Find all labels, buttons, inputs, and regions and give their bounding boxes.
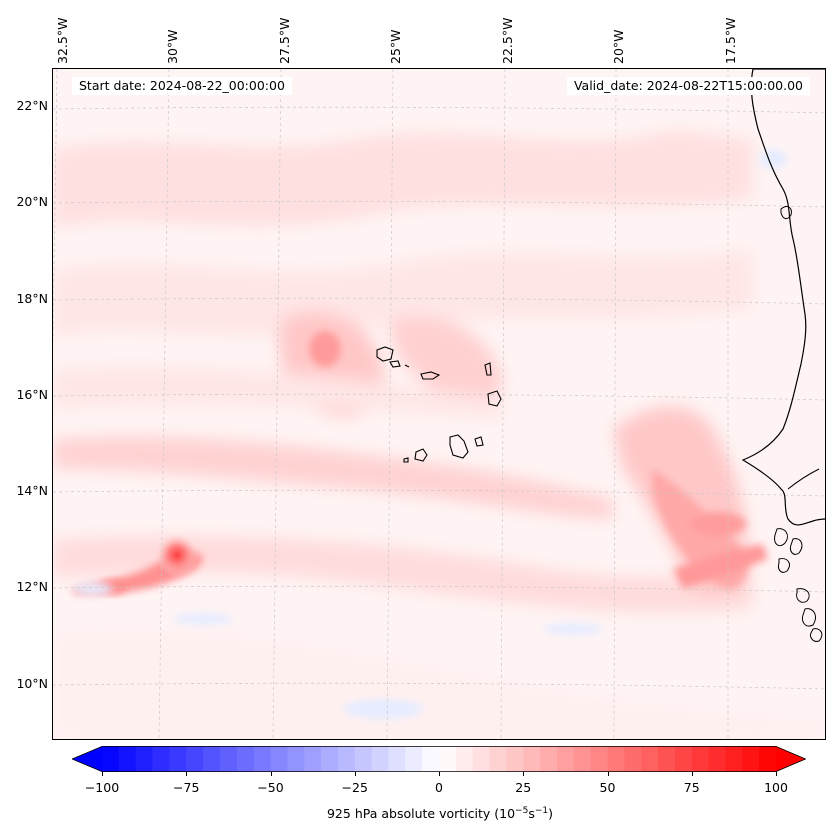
colorbar-cell xyxy=(405,746,423,772)
colorbar-cell xyxy=(102,746,120,772)
colorbar-tickmark xyxy=(776,772,777,776)
colorbar-tick-label: 0 xyxy=(435,780,443,795)
colorbar-cell xyxy=(759,746,777,772)
colorbar-cell xyxy=(321,746,339,772)
colorbar-cell xyxy=(388,746,406,772)
colorbar-tick-label: 50 xyxy=(599,780,616,795)
colorbar-cell xyxy=(236,746,255,772)
colorbar-cell xyxy=(455,746,474,772)
lat-label-18n: 18°N xyxy=(16,291,48,306)
colorbar-cell xyxy=(337,746,356,772)
map-canvas xyxy=(53,69,825,739)
colorbar-outline xyxy=(72,746,806,772)
colorbar-tick-label: 25 xyxy=(515,780,532,795)
colorbar-cell xyxy=(489,746,507,772)
colorbar-cell xyxy=(203,746,221,772)
colorbar-cell xyxy=(152,746,170,772)
colorbar-tickmark xyxy=(523,772,525,776)
lon-label-30w: 30°W xyxy=(165,29,180,64)
lon-label-17.5w: 17.5°W xyxy=(723,17,738,64)
colorbar-cell xyxy=(556,746,575,772)
lat-label-14n: 14°N xyxy=(16,483,48,498)
colorbar-tickmark xyxy=(354,772,356,776)
lon-label-32.5w: 32.5°W xyxy=(55,17,70,64)
colorbar-max-arrow xyxy=(776,746,806,772)
colorbar-cell xyxy=(658,746,676,772)
lat-label-10n: 10°N xyxy=(16,676,48,691)
colorbar-cell xyxy=(253,746,271,772)
colorbar-cell xyxy=(674,746,693,772)
lon-label-22.5w: 22.5°W xyxy=(500,17,515,64)
lat-label-12n: 12°N xyxy=(16,579,48,594)
colorbar-cell xyxy=(725,746,743,772)
colorbar-cell xyxy=(219,746,238,772)
colorbar-tickmark xyxy=(607,772,609,776)
colorbar-tick-label: −75 xyxy=(173,780,200,795)
colorbar-tickmark xyxy=(691,772,693,776)
colorbar-tick-label: 100 xyxy=(764,780,788,795)
colorbar-tick-label: −25 xyxy=(341,780,368,795)
start-date-label: Start date: 2024-08-22_00:00:00 xyxy=(72,77,292,95)
gambia-coast xyxy=(787,468,820,490)
colorbar-tick-label: −100 xyxy=(84,780,120,795)
colorbar-cell xyxy=(439,746,457,772)
colorbar-cell xyxy=(270,746,288,772)
colorbar-cell xyxy=(287,746,305,772)
colorbar-cell xyxy=(169,746,187,772)
cape-verde-islands xyxy=(376,346,502,463)
colorbar-cell xyxy=(691,746,710,772)
lat-label-20n: 20°N xyxy=(16,194,48,209)
colorbar-cell xyxy=(506,746,524,772)
africa-coastline xyxy=(741,69,825,526)
colorbar-cell xyxy=(472,746,491,772)
lon-label-25w: 25°W xyxy=(388,29,403,64)
colorbar-cell xyxy=(304,746,322,772)
valid-date-label: Valid_date: 2024-08-22T15:00:00.00 xyxy=(566,77,810,95)
colorbar-cell xyxy=(371,746,389,772)
colorbar-cells xyxy=(102,746,777,772)
colorbar-cell xyxy=(590,746,608,772)
colorbar-tickmark xyxy=(270,772,272,776)
colorbar-cell xyxy=(742,746,760,772)
colorbar-cell xyxy=(118,746,137,772)
colorbar-cell xyxy=(624,746,642,772)
lat-label-16n: 16°N xyxy=(16,387,48,402)
vorticity-field-negative xyxy=(73,149,787,719)
guinea-bissau-coast xyxy=(774,528,823,642)
lon-label-27.5w: 27.5°W xyxy=(277,17,292,64)
colorbar-cell xyxy=(607,746,625,772)
colorbar-label: 925 hPa absolute vorticity (10−5s−1) xyxy=(326,806,553,822)
lon-label-20w: 20°W xyxy=(611,29,626,64)
colorbar-min-arrow xyxy=(72,746,102,772)
colorbar-cell xyxy=(354,746,373,772)
graticule xyxy=(53,69,825,739)
colorbar xyxy=(72,746,806,772)
lat-label-22n: 22°N xyxy=(16,98,48,113)
colorbar-tickmark xyxy=(102,772,103,776)
vortex-core xyxy=(155,533,199,577)
colorbar-cell xyxy=(422,746,440,772)
colorbar-cell xyxy=(641,746,659,772)
coast-inlet xyxy=(780,206,792,220)
colorbar-tickmark xyxy=(186,772,188,776)
colorbar-tick-label: −50 xyxy=(257,780,284,795)
colorbar-tick-label: 75 xyxy=(683,780,700,795)
colorbar-cell xyxy=(573,746,592,772)
colorbar-cell xyxy=(135,746,154,772)
colorbar-cell xyxy=(186,746,204,772)
vorticity-map xyxy=(52,68,826,740)
colorbar-cell xyxy=(540,746,558,772)
colorbar-cell xyxy=(523,746,541,772)
colorbar-tickmark xyxy=(439,772,440,776)
colorbar-cell xyxy=(708,746,726,772)
